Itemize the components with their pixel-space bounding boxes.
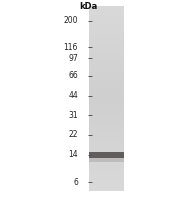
- Text: 6: 6: [73, 178, 78, 187]
- Bar: [88, 135, 124, 138]
- Bar: [88, 189, 124, 191]
- Bar: [88, 20, 124, 22]
- Bar: [88, 61, 124, 64]
- Bar: [88, 80, 124, 82]
- Bar: [88, 126, 124, 129]
- Bar: [88, 47, 124, 50]
- Bar: [88, 163, 124, 166]
- Bar: [88, 156, 124, 159]
- Bar: [88, 186, 124, 189]
- Bar: [88, 152, 124, 158]
- Bar: [88, 124, 124, 126]
- Bar: [88, 151, 124, 154]
- Bar: [88, 89, 124, 92]
- Bar: [88, 119, 124, 122]
- Bar: [88, 57, 124, 59]
- Bar: [88, 105, 124, 108]
- Bar: [88, 27, 124, 29]
- Bar: [88, 142, 124, 145]
- Bar: [88, 158, 124, 162]
- Bar: [88, 87, 124, 89]
- Bar: [88, 66, 124, 68]
- Bar: [88, 73, 124, 75]
- Bar: [88, 85, 124, 87]
- Bar: [88, 50, 124, 52]
- Bar: [88, 184, 124, 186]
- Bar: [88, 147, 124, 150]
- Bar: [88, 161, 124, 163]
- Bar: [88, 10, 124, 13]
- Text: 200: 200: [63, 16, 78, 25]
- Bar: [88, 45, 124, 48]
- Bar: [88, 103, 124, 105]
- Bar: [88, 96, 124, 98]
- Bar: [88, 71, 124, 73]
- Bar: [88, 68, 124, 71]
- Bar: [88, 31, 124, 34]
- Bar: [88, 128, 124, 131]
- Bar: [88, 38, 124, 41]
- Bar: [88, 29, 124, 31]
- Bar: [88, 36, 124, 38]
- Bar: [88, 114, 124, 117]
- Bar: [88, 64, 124, 66]
- Bar: [88, 6, 124, 8]
- Bar: [88, 121, 124, 124]
- Bar: [88, 112, 124, 115]
- Text: 22: 22: [68, 130, 78, 139]
- Bar: [88, 179, 124, 182]
- Bar: [88, 108, 124, 110]
- Bar: [88, 158, 124, 161]
- Bar: [88, 168, 124, 170]
- Bar: [88, 175, 124, 177]
- Bar: [88, 149, 124, 152]
- Bar: [88, 77, 124, 80]
- Bar: [88, 131, 124, 133]
- Text: 31: 31: [68, 111, 78, 120]
- Bar: [88, 24, 124, 27]
- Bar: [88, 98, 124, 101]
- Bar: [88, 182, 124, 184]
- Bar: [88, 15, 124, 18]
- Text: 14: 14: [68, 150, 78, 159]
- Bar: [88, 82, 124, 85]
- Bar: [88, 117, 124, 119]
- Bar: [88, 54, 124, 57]
- Bar: [88, 22, 124, 24]
- Bar: [88, 94, 124, 96]
- Bar: [88, 101, 124, 103]
- Bar: [88, 177, 124, 179]
- Bar: [88, 165, 124, 168]
- Text: kDa: kDa: [79, 2, 98, 11]
- Bar: [88, 138, 124, 140]
- Bar: [88, 172, 124, 175]
- Text: 44: 44: [68, 91, 78, 100]
- Bar: [88, 40, 124, 43]
- Bar: [88, 59, 124, 61]
- Bar: [88, 17, 124, 20]
- Bar: [88, 133, 124, 136]
- Bar: [88, 145, 124, 147]
- Text: 66: 66: [68, 71, 78, 80]
- Text: 97: 97: [68, 54, 78, 63]
- Bar: [88, 43, 124, 45]
- Text: 116: 116: [64, 43, 78, 52]
- Bar: [88, 140, 124, 142]
- Bar: [88, 13, 124, 15]
- Bar: [88, 8, 124, 11]
- Bar: [88, 110, 124, 112]
- Bar: [88, 33, 124, 36]
- Bar: [88, 154, 124, 156]
- Bar: [88, 170, 124, 173]
- Bar: [88, 75, 124, 78]
- Bar: [88, 91, 124, 94]
- Bar: [88, 52, 124, 55]
